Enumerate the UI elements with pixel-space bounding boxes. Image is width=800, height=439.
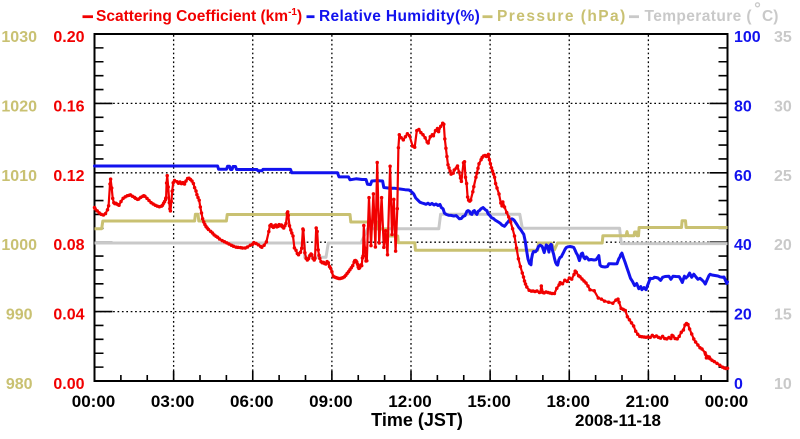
svg-text:00:00: 00:00	[705, 392, 748, 411]
svg-text:2008-11-18: 2008-11-18	[575, 411, 661, 430]
svg-text:Relative Humidity(%): Relative Humidity(%)	[319, 8, 480, 25]
svg-text:1030: 1030	[1, 29, 37, 46]
svg-text:21:00: 21:00	[626, 392, 669, 411]
svg-text:0.00: 0.00	[53, 376, 84, 393]
svg-text:09:00: 09:00	[309, 392, 352, 411]
svg-text:C): C)	[762, 8, 778, 25]
svg-text:30: 30	[774, 98, 792, 115]
svg-text:12:00: 12:00	[388, 392, 431, 411]
svg-text:25: 25	[774, 168, 792, 185]
svg-text:80: 80	[734, 98, 752, 115]
svg-text:1000: 1000	[1, 237, 37, 254]
svg-text:Pressure (hPa): Pressure (hPa)	[497, 8, 627, 25]
svg-text:60: 60	[734, 168, 752, 185]
svg-text:0.04: 0.04	[53, 307, 84, 324]
svg-text:1010: 1010	[1, 168, 37, 185]
svg-text:18:00: 18:00	[547, 392, 590, 411]
svg-text:15:00: 15:00	[467, 392, 510, 411]
svg-text:0.16: 0.16	[53, 98, 84, 115]
svg-text:20: 20	[734, 307, 752, 324]
svg-text:990: 990	[6, 307, 33, 324]
svg-text:0: 0	[734, 376, 743, 393]
svg-text:35: 35	[774, 29, 792, 46]
svg-text:40: 40	[734, 237, 752, 254]
svg-text:1020: 1020	[1, 98, 37, 115]
svg-text:00:00: 00:00	[72, 392, 115, 411]
svg-text:20: 20	[774, 237, 792, 254]
svg-text:100: 100	[734, 29, 761, 46]
svg-text:03:00: 03:00	[151, 392, 194, 411]
svg-text:Temperature (: Temperature (	[645, 8, 753, 25]
svg-text:0.20: 0.20	[53, 29, 84, 46]
svg-text:0.08: 0.08	[53, 237, 84, 254]
svg-text:10: 10	[774, 376, 792, 393]
svg-text:15: 15	[774, 307, 792, 324]
svg-text:Scattering Coefficient (km-1): Scattering Coefficient (km-1)	[96, 7, 302, 25]
svg-text:980: 980	[6, 376, 33, 393]
svg-text:0.12: 0.12	[53, 168, 84, 185]
svg-text:06:00: 06:00	[230, 392, 273, 411]
svg-text:Time (JST): Time (JST)	[371, 410, 463, 430]
